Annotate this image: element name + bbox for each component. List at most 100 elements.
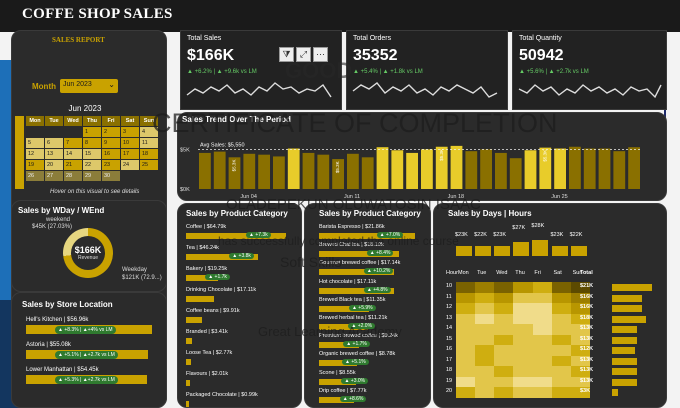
calendar-day[interactable]: 27 [45,171,63,181]
hour-heatmap[interactable] [456,282,590,398]
heatmap-cell[interactable] [456,334,476,345]
focus-mode-icon[interactable]: ⤢ [296,47,311,62]
product-bar[interactable]: ▲ +7.0% [319,232,415,239]
trend-bar[interactable] [495,152,507,189]
trend-bar[interactable] [435,146,448,189]
calendar-day[interactable]: 4 [140,127,158,137]
heatmap-cell[interactable] [532,303,552,314]
product-bar[interactable]: ▲ +8.6% [319,395,367,403]
heatmap-cell[interactable] [551,355,571,366]
category-bar[interactable] [186,380,190,386]
trend-bar[interactable] [273,156,285,189]
heatmap-cell[interactable] [551,345,571,356]
heatmap-cell[interactable] [513,376,533,387]
trend-bar[interactable] [213,151,226,189]
month-dropdown[interactable]: Jun 2023 ⌄ [60,79,118,93]
day-total-bar[interactable] [570,246,587,256]
category-bar[interactable] [186,338,192,344]
heatmap-cell[interactable] [570,334,590,345]
calendar-day[interactable]: 19 [26,160,44,170]
calendar-day[interactable]: 24 [121,160,139,170]
calendar-day[interactable]: 3 [121,127,139,137]
calendar-day[interactable]: 25 [140,160,158,170]
heatmap-cell[interactable] [570,313,590,324]
calendar-day[interactable]: 21 [64,160,82,170]
category-bar[interactable] [186,359,191,365]
category-bar[interactable] [186,317,202,323]
calendar-day[interactable]: 6 [45,138,63,148]
calendar-day[interactable]: 7 [64,138,82,148]
heatmap-cell[interactable] [475,345,495,356]
calendar-day[interactable]: 5 [26,138,44,148]
category-bar[interactable] [186,296,214,302]
product-bar[interactable]: ▲ +5.9% [319,304,376,312]
calendar-day[interactable]: 9 [102,138,120,148]
product-bar[interactable]: ▲ +4.8% [319,286,394,294]
calendar-day[interactable]: 23 [102,160,120,170]
heatmap-cell[interactable] [513,387,533,398]
trend-bar[interactable] [406,152,418,189]
calendar-day[interactable]: 28 [64,171,82,181]
heatmap-cell[interactable] [551,303,571,314]
trend-bar[interactable] [391,150,404,189]
heatmap-cell[interactable] [475,324,495,335]
category-bar[interactable]: ▲ +1.7k [186,274,230,281]
heatmap-cell[interactable] [456,303,476,314]
day-total-bar[interactable] [456,246,472,256]
heatmap-cell[interactable] [513,334,533,345]
kpi-total-orders[interactable]: Total Orders 35352 ▲ +5.4% | ▲ +1.8k vs … [346,30,508,110]
trend-bar[interactable] [361,157,374,189]
product-bar[interactable]: ▲ +10.2% [319,268,394,276]
trend-bar[interactable] [628,147,640,189]
hour-total-bar[interactable] [612,305,643,312]
trend-bar[interactable] [598,148,611,189]
store-bar[interactable]: ▲ +8.3% | ▲+4% vs LM [26,325,152,334]
day-total-bar[interactable] [532,240,549,256]
heatmap-cell[interactable] [494,292,514,303]
heatmap-cell[interactable] [494,334,514,345]
calendar-day[interactable]: 30 [102,171,120,181]
heatmap-cell[interactable] [494,313,514,324]
calendar-day[interactable]: 10 [121,138,139,148]
heatmap-cell[interactable] [475,355,495,366]
heatmap-cell[interactable] [532,334,552,345]
heatmap-cell[interactable] [551,292,571,303]
hour-total-bar[interactable] [612,389,618,396]
more-options-icon[interactable]: ⋯ [313,47,328,62]
heatmap-cell[interactable] [475,366,495,377]
hour-total-bar[interactable] [612,315,647,323]
store-bar[interactable]: ▲ +5.3% | ▲+2.7k vs LM [26,375,147,384]
trend-bar[interactable] [243,153,256,189]
heatmap-cell[interactable] [475,282,495,293]
trend-bar[interactable] [228,157,241,189]
heatmap-cell[interactable] [456,345,476,356]
hour-total-bar[interactable] [612,357,637,365]
heatmap-cell[interactable] [456,324,476,335]
heatmap-cell[interactable] [570,345,590,356]
product-bar[interactable]: ▲ +5.1% [319,359,369,367]
heatmap-cell[interactable] [532,376,552,387]
trend-bar[interactable] [613,151,626,189]
heatmap-cell[interactable] [513,303,533,314]
calendar-day[interactable]: 11 [140,138,158,148]
product-bar[interactable]: ▲ +8.4% [319,250,399,258]
heatmap-cell[interactable] [532,292,552,303]
heatmap-cell[interactable] [551,366,571,377]
heatmap-cell[interactable] [513,345,533,356]
category-bar[interactable]: ▲ +7.3k [186,232,286,239]
heatmap-cell[interactable] [513,282,533,293]
hour-total-bar[interactable] [612,326,637,333]
heatmap-cell[interactable] [494,366,514,377]
heatmap-cell[interactable] [551,324,571,335]
sales-trend-chart[interactable]: Avg Sales: $5,550 $5K $0K Jun 04 Jun 11 Jun 1… [178,123,666,201]
calendar-day[interactable]: 1 [83,127,101,137]
trend-bar[interactable] [258,154,270,189]
heatmap-cell[interactable] [513,324,533,335]
calendar-day[interactable]: 17 [121,149,139,159]
kpi-total-sales[interactable]: Total Sales $166K ▲ +6.2% | ▲ +9.6k vs L… [180,30,342,110]
heatmap-cell[interactable] [570,387,590,398]
heatmap-cell[interactable] [570,282,590,293]
heatmap-cell[interactable] [551,387,571,398]
hour-total-bar[interactable] [612,336,637,344]
heatmap-cell[interactable] [475,334,495,345]
